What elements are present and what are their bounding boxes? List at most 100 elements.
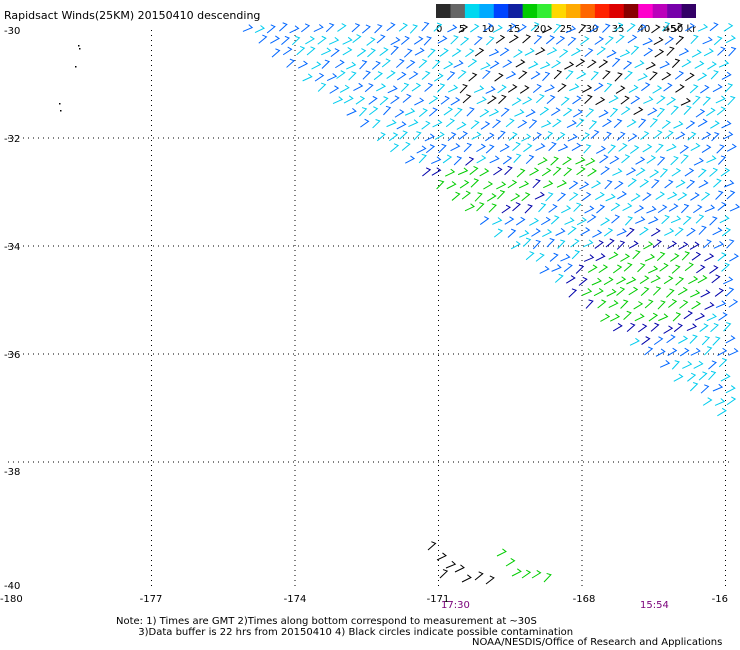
wind-barb [560, 96, 570, 106]
wind-barb [702, 397, 713, 406]
wind-barb [572, 109, 583, 118]
wind-barb [568, 288, 578, 298]
wind-barb [362, 70, 371, 80]
wind-barb [670, 155, 679, 166]
wind-barb [657, 204, 668, 214]
legend-label: 15 [508, 24, 521, 35]
wind-barb [329, 85, 340, 94]
wind-barb [360, 118, 370, 128]
wind-barb [580, 132, 590, 142]
wind-barb [575, 118, 585, 128]
wind-barb [461, 574, 472, 583]
wind-barb [641, 82, 651, 92]
wind-barb [578, 276, 588, 286]
wind-barb [510, 193, 521, 202]
wind-barb [688, 276, 699, 285]
wind-barb [359, 60, 368, 70]
wind-barb [575, 156, 586, 165]
wind-barb [540, 216, 551, 226]
wind-barb [728, 46, 737, 57]
wind-barb [451, 48, 462, 57]
wind-barb [439, 48, 449, 57]
wind-barb [717, 201, 727, 211]
wind-barb [629, 337, 640, 346]
wind-barb [642, 143, 653, 153]
wind-barb [726, 239, 735, 249]
wind-barb [438, 143, 447, 154]
wind-barb [703, 48, 714, 57]
wind-barb [548, 141, 557, 152]
wind-barb [402, 93, 412, 103]
wind-barb [706, 107, 716, 117]
wind-barb [427, 541, 437, 551]
wind-barb [703, 239, 712, 249]
island-markers [59, 45, 81, 112]
wind-barb [687, 131, 697, 141]
wind-barb [670, 105, 679, 115]
wind-barb [522, 96, 533, 105]
wind-barb [408, 119, 419, 128]
wind-barb [641, 336, 651, 345]
wind-barb [679, 347, 690, 357]
wind-barb [546, 238, 555, 248]
wind-barb [721, 71, 732, 80]
wind-barb [659, 359, 671, 368]
island-dot [79, 48, 81, 50]
wind-barb [684, 167, 695, 177]
wind-barb [468, 72, 478, 82]
wind-barb [689, 334, 698, 344]
wind-barb [573, 202, 582, 212]
wind-barb [600, 166, 610, 175]
wind-barb [437, 35, 448, 44]
wind-barb [483, 23, 494, 32]
wind-barb [400, 82, 410, 93]
wind-barb [689, 382, 699, 392]
legend-swatch [493, 4, 509, 18]
wind-barb [413, 36, 424, 45]
longitude-tick-label: -168 [573, 594, 596, 605]
legend-label: 40 [638, 24, 651, 35]
wind-barb [416, 145, 427, 154]
wind-barb [693, 157, 704, 166]
wind-barb [675, 131, 686, 140]
wind-barb [663, 325, 674, 334]
wind-barb [405, 155, 416, 164]
wind-barb [616, 228, 627, 236]
wind-barb [386, 119, 397, 128]
wind-barb [474, 47, 485, 57]
wind-barb [515, 59, 526, 68]
wind-barb [589, 24, 600, 33]
wind-barb [664, 227, 675, 236]
longitude-tick-label: -171 [427, 594, 450, 605]
wind-barb [714, 398, 726, 406]
wind-barb [614, 72, 623, 82]
wind-barb [306, 46, 316, 56]
wind-barb [718, 312, 728, 321]
wind-barb [470, 23, 480, 33]
wind-barb [495, 34, 506, 44]
wind-barb [604, 82, 613, 93]
wind-barb [729, 253, 739, 262]
wind-barbs [242, 21, 740, 585]
wind-barb [600, 217, 611, 226]
wind-barb [583, 239, 594, 248]
wind-barb [376, 34, 386, 44]
wind-barb [546, 94, 556, 104]
wind-barb [486, 193, 497, 202]
wind-barb [598, 109, 609, 118]
wind-barb [587, 168, 597, 177]
wind-barb [355, 95, 366, 105]
wind-barb [499, 47, 510, 57]
wind-barb [649, 169, 660, 178]
wind-barb [659, 168, 669, 178]
wind-barb [511, 97, 522, 106]
wind-barb [695, 214, 705, 224]
wind-barb [424, 82, 434, 92]
wind-barb [396, 71, 407, 81]
wind-barb [480, 121, 491, 130]
wind-barb [684, 262, 694, 272]
wind-barb [466, 107, 475, 117]
wind-barb [524, 47, 535, 56]
wind-barb [451, 191, 461, 201]
wind-barb [582, 84, 593, 93]
